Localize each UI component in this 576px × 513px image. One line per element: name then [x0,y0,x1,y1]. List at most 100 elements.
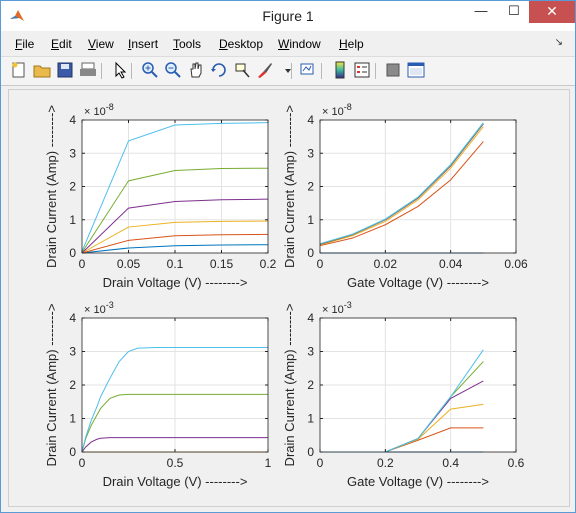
series-line-yellow [81,220,269,254]
data-cursor-icon[interactable] [233,61,251,79]
zoom-in-icon[interactable] [141,61,159,79]
y-axis-label: Drain Current (Amp) --------> [282,304,297,467]
x-axis-label: Drain Voltage (V) --------> [103,474,248,489]
menu-view[interactable]: View [88,37,114,51]
x-axis-label: Gate Voltage (V) --------> [347,474,489,489]
toolbar-separator [375,63,376,79]
pointer-icon[interactable] [111,61,129,79]
y-exponent-power: -8 [106,102,114,112]
dock-figure-icon[interactable]: ↘ [554,37,563,48]
y-tick-label: 2 [69,180,76,194]
x-tick-label: 0.02 [374,257,398,271]
toolbar-separator [131,63,132,79]
series-line-orange [319,141,484,247]
close-button[interactable]: ✕ [529,1,575,23]
link-plot-icon[interactable] [299,61,317,79]
subplot-4: 0 0.2 0.4 0.6 0 1 2 3 4 × 10-3 Gate Voltage (V) --… [282,300,525,489]
title-bar[interactable]: Figure 1 — ☐ ✕ [1,1,575,31]
x-tick-label: 0 [79,257,86,271]
zoom-out-icon[interactable] [164,61,182,79]
y-exponent-label: × 10-8 [84,102,114,118]
pan-hand-icon[interactable] [187,61,205,79]
toolbar-separator [321,63,322,79]
colorbar-icon[interactable] [331,61,349,79]
y-exponent-power: -3 [106,300,114,310]
y-axis-label: Drain Current (Amp) --------> [44,304,59,467]
y-tick-label: 2 [69,378,76,392]
y-exponent-label: × 10-3 [84,300,114,316]
brush-icon[interactable] [256,61,274,79]
hide-plot-tools-icon[interactable] [384,61,402,79]
y-tick-label: 4 [69,113,76,127]
x-axis-label: Drain Voltage (V) --------> [103,275,248,290]
x-tick-label: 0.2 [260,257,277,271]
new-figure-icon[interactable] [10,61,28,79]
menu-help[interactable]: Help [339,37,364,51]
y-tick-label: 3 [69,146,76,160]
menu-tools[interactable]: Tools [173,37,202,51]
y-axis-label: Drain Current (Amp) --------> [44,105,59,268]
menu-edit[interactable]: Edit [51,37,72,51]
x-tick-label: 0.15 [210,257,234,271]
x-tick-label: 0.05 [117,257,141,271]
y-tick-label: 2 [307,378,314,392]
y-tick-label: 0 [69,445,76,459]
menu-file[interactable]: File [15,37,35,51]
x-tick-label: 0.2 [377,456,394,470]
menu-insert[interactable]: Insert [128,37,159,51]
y-tick-label: 4 [69,311,76,325]
series-line-green [81,167,269,253]
y-tick-label: 4 [307,113,314,127]
series-line-cyan [81,122,269,252]
y-exponent-power: -8 [344,102,352,112]
x-tick-label: 0 [317,257,324,271]
y-tick-label: 1 [69,412,76,426]
y-tick-label: 2 [307,180,314,194]
series-line-cyan [319,122,484,245]
y-tick-label: 3 [69,345,76,359]
toolbar-separator [291,63,292,79]
x-tick-label: 0 [79,456,86,470]
x-axis-label: Gate Voltage (V) --------> [347,275,489,290]
subplot-2: 0 0.02 0.04 0.06 0 1 2 3 4 × 10-8 Gate Voltage (V)… [282,102,528,290]
y-exponent-label: × 10-8 [322,102,352,118]
x-tick-label: 0 [317,456,324,470]
print-icon[interactable] [79,61,97,79]
series-line-cyan [81,346,268,453]
series-line-purple [81,437,268,453]
series-line-green [81,393,268,453]
subplot-1: 0 0.05 0.1 0.15 0.2 0 1 2 3 4 × 10-8 Drain Voltage … [44,102,277,290]
y-tick-label: 4 [307,311,314,325]
y-axis-label: Drain Current (Amp) --------> [282,105,297,268]
menu-window[interactable]: Window [278,37,321,51]
toolbar-separator [101,63,102,79]
window-title: Figure 1 [262,8,314,24]
y-tick-label: 0 [307,246,314,260]
y-exponent-label: × 10-3 [322,300,352,316]
series-line-purple [81,198,269,254]
minimize-button[interactable]: — [474,3,488,18]
y-tick-label: 1 [307,213,314,227]
y-tick-label: 0 [307,445,314,459]
open-folder-icon[interactable] [33,61,51,79]
series-line-blue [81,244,269,254]
save-icon[interactable] [56,61,74,79]
series-line-yellow [319,126,484,246]
legend-icon[interactable] [353,61,371,79]
x-tick-label: 0.04 [439,257,463,271]
menu-desktop[interactable]: Desktop [219,37,264,51]
y-tick-label: 3 [307,146,314,160]
menu-bar: File Edit View Insert Tools Desktop Window Help [1,32,575,54]
x-tick-label: 0.6 [508,456,525,470]
figure-canvas: 0 0.05 0.1 0.15 0.2 0 1 2 3 4 × 10-8 Drain Voltage … [8,89,570,507]
maximize-button[interactable]: ☐ [508,3,520,18]
x-tick-label: 0.5 [167,456,184,470]
subplot-grid: 0 0.05 0.1 0.15 0.2 0 1 2 3 4 × 10-8 Drain Voltage … [44,102,528,489]
brush-dropdown-icon[interactable] [279,61,291,79]
y-tick-label: 0 [69,246,76,260]
show-plot-tools-icon[interactable] [407,61,425,79]
y-tick-label: 1 [307,412,314,426]
y-exponent-power: -3 [344,300,352,310]
rotate-3d-icon[interactable] [210,61,228,79]
y-tick-label: 1 [69,213,76,227]
